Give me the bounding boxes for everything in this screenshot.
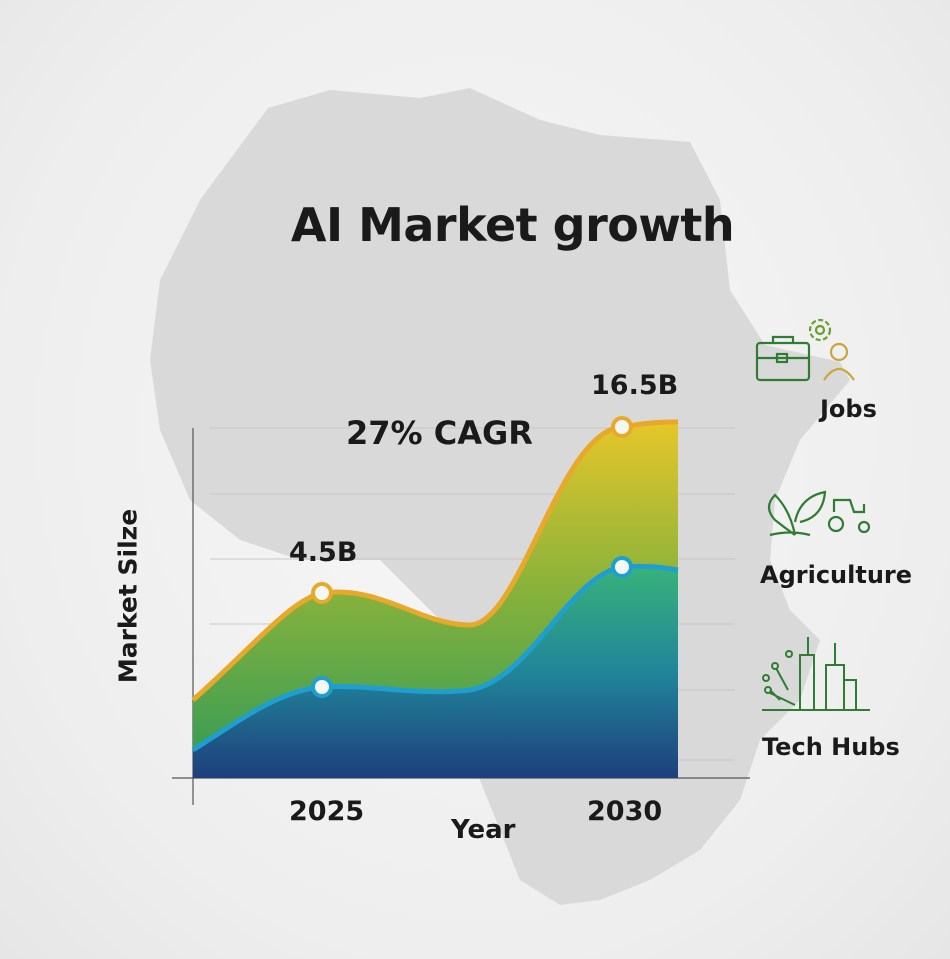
- point-2030-upper: [611, 416, 633, 438]
- cagr-annotation: 27% CAGR: [346, 414, 533, 452]
- sprout-tractor-icon: [767, 490, 871, 537]
- point-2025-lower: [311, 676, 333, 698]
- x-tick-2025: 2025: [289, 796, 365, 827]
- data-label-2025: 4.5B: [289, 537, 358, 568]
- x-axis-label: Year: [451, 815, 516, 845]
- side-label-agriculture: Agriculture: [760, 561, 913, 589]
- y-axis-label: Market Silze: [113, 508, 143, 684]
- side-label-tech-hubs: Tech Hubs: [762, 733, 900, 761]
- point-2030-lower: [611, 556, 633, 578]
- page-title: AI Market growth: [290, 198, 735, 252]
- data-label-2030: 16.5B: [591, 370, 679, 401]
- briefcase-gear-person-icon: [755, 318, 855, 382]
- circuit-city-icon: [762, 637, 870, 711]
- point-2025-upper: [311, 582, 333, 604]
- side-label-jobs: Jobs: [820, 395, 877, 423]
- x-tick-2030: 2030: [587, 796, 663, 827]
